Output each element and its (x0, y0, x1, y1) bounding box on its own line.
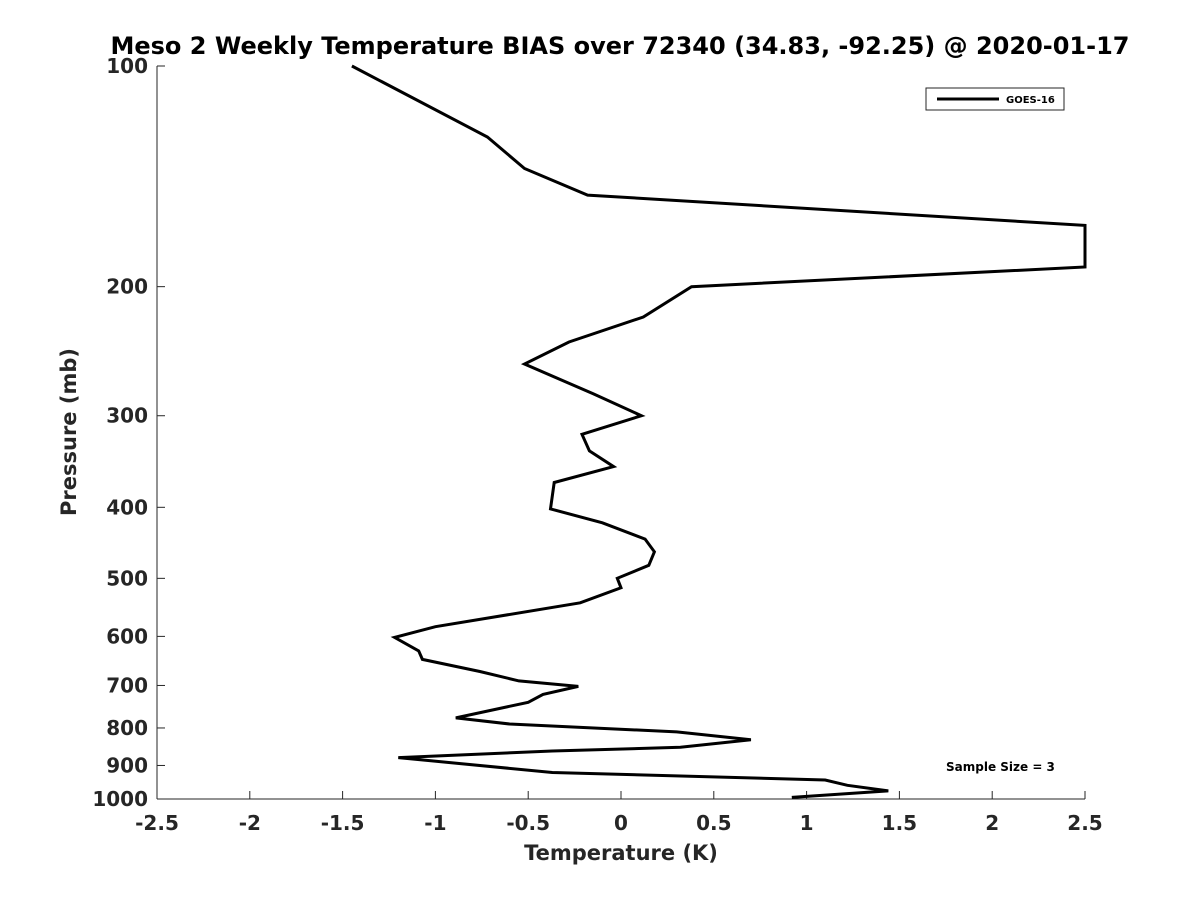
series-line-goes-16 (351, 64, 1087, 799)
legend-label-goes-16: GOES-16 (1006, 95, 1055, 106)
plot-axes (156, 66, 1085, 800)
x-tick-label: -1.5 (321, 811, 365, 835)
x-tick-label: 0 (614, 811, 628, 835)
y-tick-label: 300 (106, 404, 148, 428)
x-ticks: -2.5 -2 -1.5 -1 -0.5 0 0.5 1 1.5 2 2.5 (135, 791, 1103, 835)
y-tick-label: 100 (106, 54, 148, 78)
x-tick-label: 1.5 (882, 811, 917, 835)
series-layer (351, 64, 1087, 799)
y-tick-label: 800 (106, 716, 148, 740)
y-tick-label: 200 (106, 275, 148, 299)
y-ticks: 100 200 300 400 500 600 700 800 900 1000 (92, 54, 165, 811)
x-tick-label: 2.5 (1067, 811, 1102, 835)
x-tick-label: 0.5 (696, 811, 731, 835)
x-axis-label: Temperature (K) (524, 841, 718, 865)
x-tick-label: -1 (424, 811, 446, 835)
x-tick-label: -2.5 (135, 811, 179, 835)
y-tick-label: 700 (106, 673, 148, 697)
x-tick-label: -0.5 (506, 811, 550, 835)
legend: GOES-16 (925, 87, 1065, 111)
y-tick-label: 400 (106, 495, 148, 519)
x-tick-label: 2 (985, 811, 999, 835)
y-axis-label: Pressure (mb) (57, 348, 81, 516)
y-tick-label: 900 (106, 753, 148, 777)
x-tick-label: -2 (239, 811, 261, 835)
chart-title: Meso 2 Weekly Temperature BIAS over 7234… (110, 32, 1129, 60)
y-tick-label: 500 (106, 566, 148, 590)
y-tick-label: 1000 (92, 787, 148, 811)
sample-size-annotation: Sample Size = 3 (946, 760, 1055, 774)
x-tick-label: 1 (800, 811, 814, 835)
y-tick-label: 600 (106, 624, 148, 648)
